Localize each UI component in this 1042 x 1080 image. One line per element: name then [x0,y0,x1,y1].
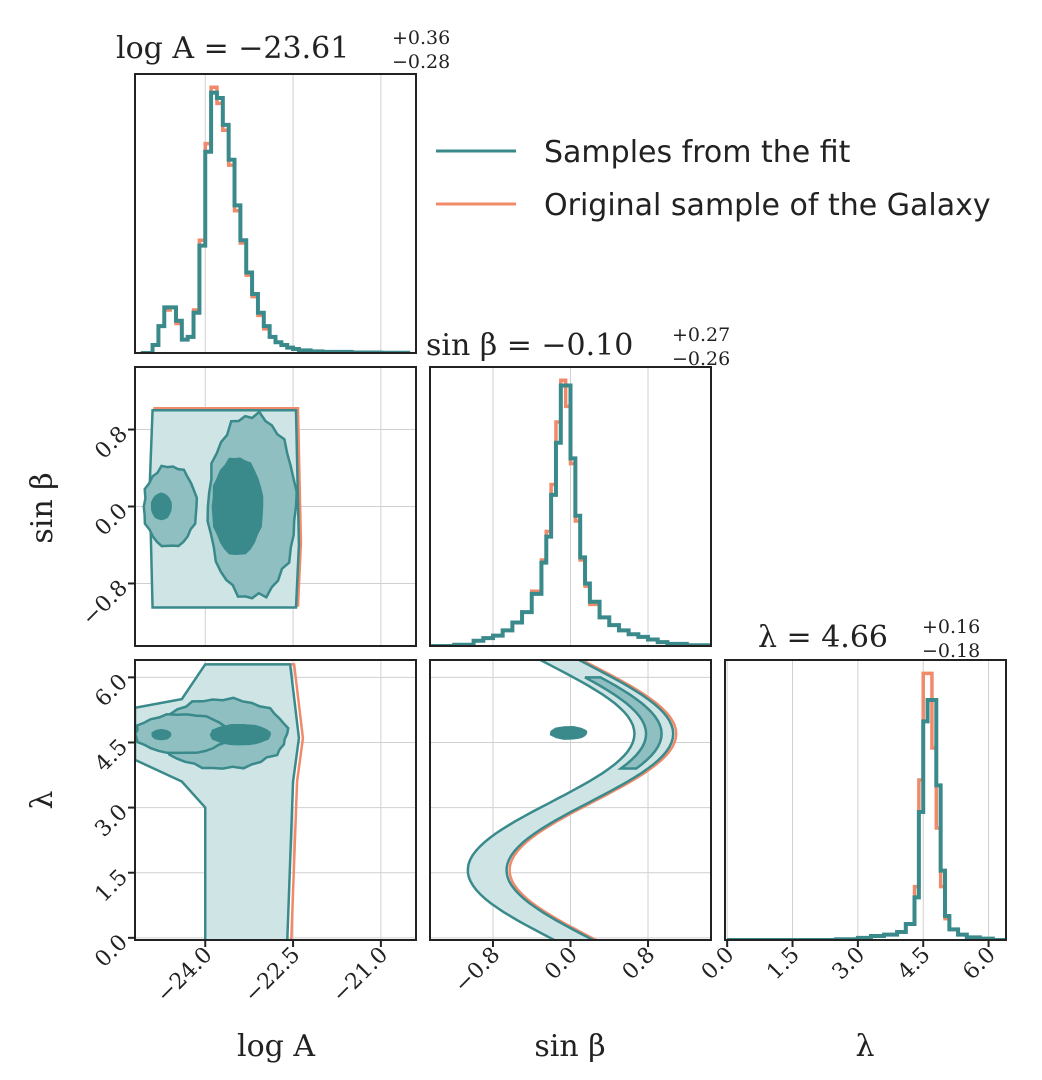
panel-hist-logA [134,73,417,354]
p11-frame [429,366,712,647]
panel-2d-logA-sinbeta [134,366,417,647]
p11-plot-area [430,367,711,646]
xtick-label-logA-1: −22.5 [240,943,305,1008]
panel-2d-logA-lambda [134,659,417,941]
xtick-label-lambda-1: 1.5 [762,943,804,985]
p11-hist-fit [430,383,711,646]
xlabel-lambda: λ [855,1029,874,1064]
p10-plot-area [135,367,416,646]
p21-contour-outer [466,660,675,940]
title-lambda-base: λ = 4.66 [758,620,888,655]
title-logA-sub: −0.28 [392,51,450,73]
title-logA: log A = −23.61 +0.36 −0.28 [116,27,450,73]
p21-contour-inner [549,726,588,740]
title-lambda-sup: +0.16 [922,616,980,638]
title-sinbeta-sub: −0.26 [672,348,730,370]
ytick-label-sinbeta-2: 0.8 [90,422,132,464]
p00-plot-area [140,74,411,353]
ylabel-lambda: λ [25,790,60,809]
p22-hist-fit [727,698,1006,940]
xtick-label-logA-2: −21.0 [328,943,393,1008]
title-logA-sup: +0.36 [392,27,450,49]
title-sinbeta: sin β = −0.10 +0.27 −0.26 [426,324,730,370]
legend-label-fit: Samples from the fit [544,135,851,170]
p20-contour-inner-2 [151,728,172,741]
p21-plot-area [430,660,711,940]
xtick-label-lambda-4: 6.0 [958,943,1000,985]
xtick-label-sinbeta-0: −0.8 [450,943,505,998]
title-sinbeta-base: sin β = −0.10 [426,328,633,363]
xtick-label-lambda-2: 3.0 [828,943,870,985]
legend: Samples from the fit Original sample of … [436,135,991,223]
p21-contour-mid [584,676,663,770]
xtick-label-lambda-3: 4.5 [893,943,935,985]
p00-hist-fit [140,90,411,353]
xtick-label-lambda-0: 0.0 [697,943,739,985]
panel-2d-sinbeta-lambda [429,659,712,941]
ytick-label-sinbeta-0: −0.8 [77,576,132,631]
ytick-label-lambda-0: 0.0 [90,930,132,972]
panel-hist-sinbeta [429,366,712,647]
p00-hist-orig [140,85,411,353]
p00-frame [134,73,417,354]
p22-plot-area [726,660,1006,940]
title-lambda: λ = 4.66 +0.16 −0.18 [758,616,980,662]
xtick-label-sinbeta-2: 0.8 [618,943,660,985]
p20-plot-area [135,660,416,940]
xlabel-sinbeta: sin β [534,1029,605,1064]
title-logA-base: log A = −23.61 [116,31,349,66]
panel-hist-lambda [724,659,1007,941]
legend-label-orig: Original sample of the Galaxy [544,188,991,223]
ytick-label-lambda-3: 4.5 [90,735,132,777]
p10-contour-inner-2 [150,492,172,521]
axis-labels: log A sin β λ sin β λ [25,472,875,1064]
ytick-label-lambda-4: 6.0 [90,670,132,712]
ytick-label-sinbeta-1: 0.0 [90,499,132,541]
title-sinbeta-sup: +0.27 [672,324,730,346]
p20-contour-inner [209,723,271,746]
p10-contour-inner [211,457,264,555]
ylabel-sinbeta: sin β [25,472,60,543]
p22-frame [724,659,1007,941]
ytick-label-lambda-2: 3.0 [90,800,132,842]
p20-frame [134,659,417,941]
xtick-label-logA-0: −24.0 [152,943,217,1008]
xtick-label-sinbeta-1: 0.0 [540,943,582,985]
ytick-label-lambda-1: 1.5 [90,865,132,907]
xlabel-logA: log A [237,1029,315,1064]
title-lambda-sub: −0.18 [922,640,980,662]
p22-hist-orig [727,671,1006,940]
